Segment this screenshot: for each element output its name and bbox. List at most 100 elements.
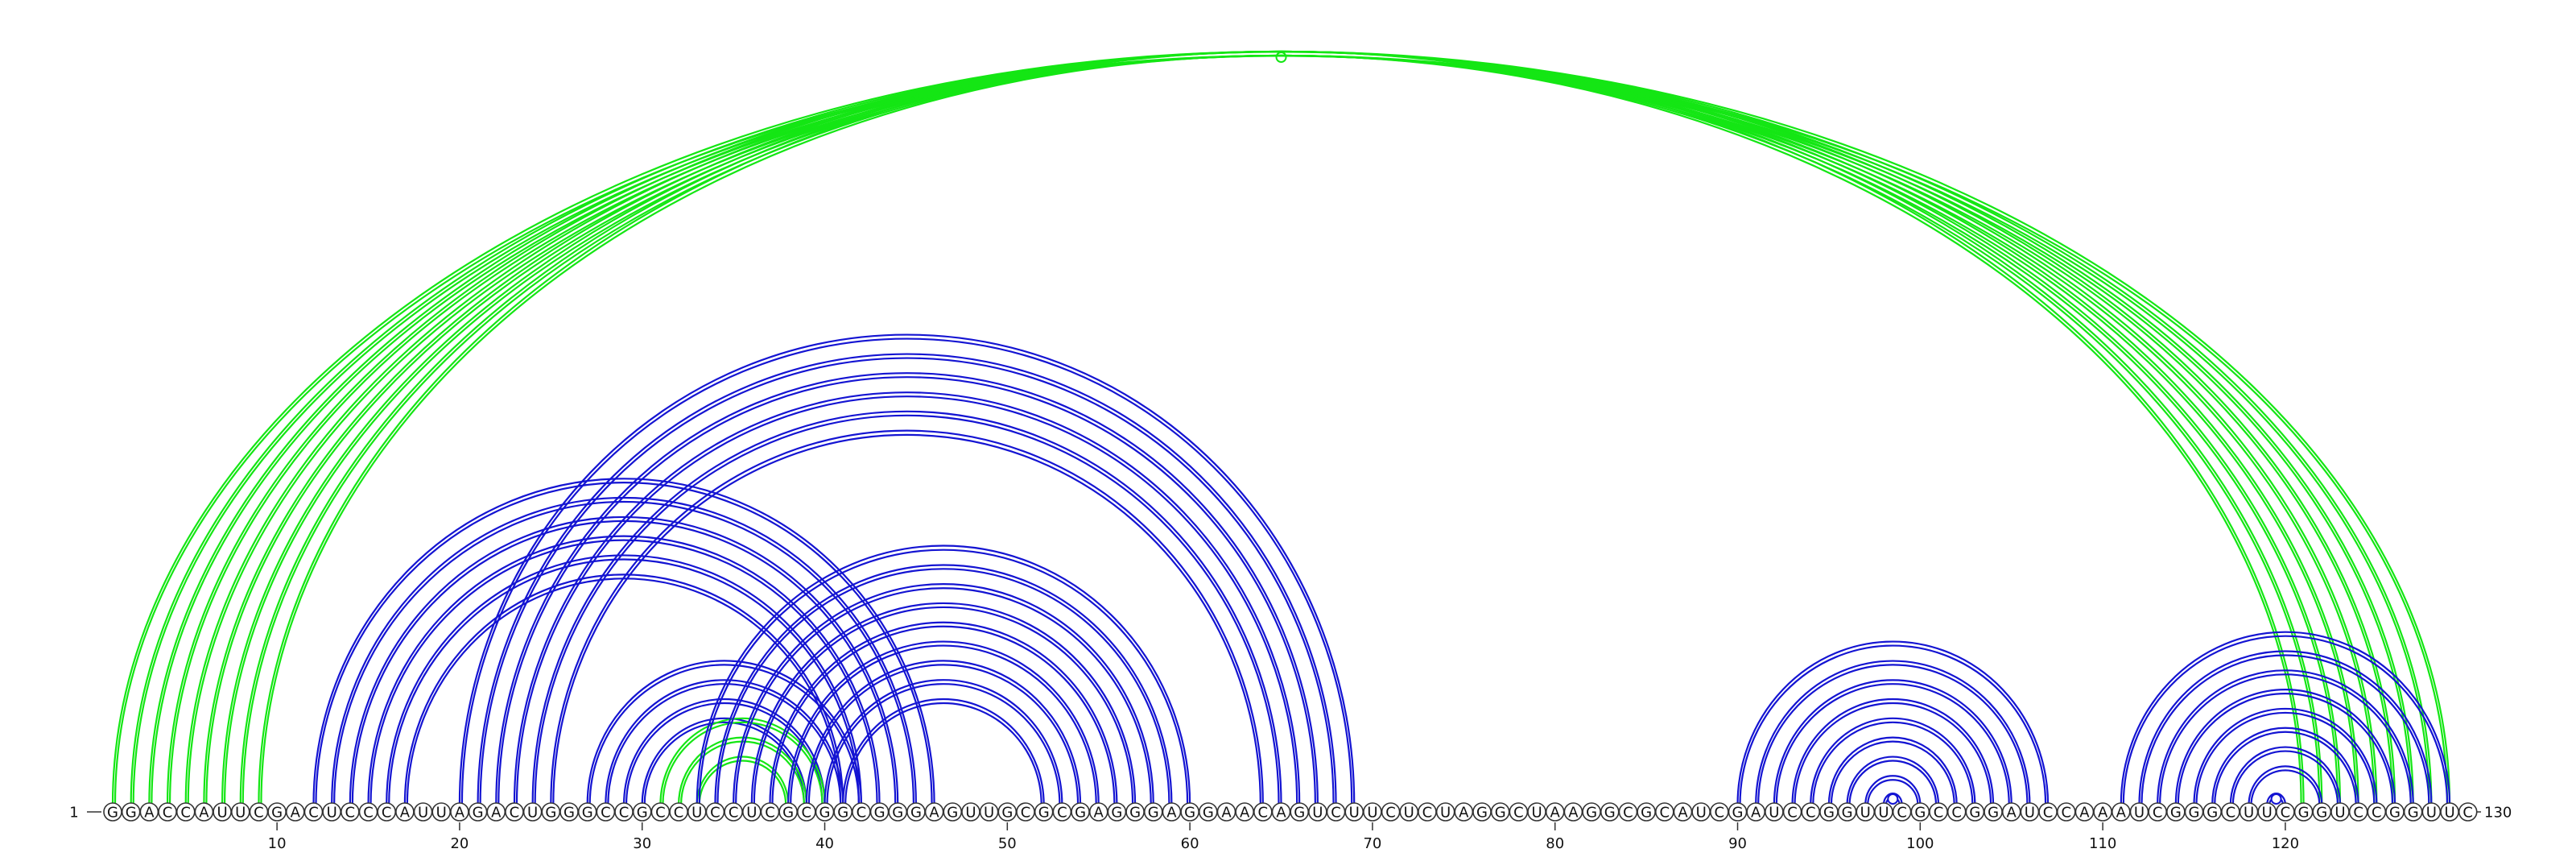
nucleotide-letter: A [144, 805, 155, 822]
nucleotide-125: C [2367, 802, 2387, 822]
nucleotide-letter: G [1604, 805, 1616, 822]
arc-116-124 [2211, 727, 2359, 805]
nucleotide-31: C [650, 802, 671, 822]
nucleotide-1: G [103, 802, 122, 822]
arc-40-53 [824, 679, 1063, 805]
nucleotide-122: G [2312, 802, 2332, 822]
nucleotide-57: G [1125, 802, 1145, 822]
nucleotide-letter: G [126, 805, 137, 822]
nucleotide-letter: A [1094, 805, 1104, 822]
nucleotide-letter: C [765, 805, 775, 822]
ticks-layer: 10 20 30 40 50 60 70 80 90 100 110 120 [268, 822, 2299, 852]
tick-label-60: 60 [1181, 835, 1199, 852]
nucleotide-letter: U [2426, 805, 2437, 822]
nucleotide-letter: A [1568, 805, 1579, 822]
tick-label-10: 10 [268, 835, 287, 852]
nucleotide-68: C [1326, 802, 1346, 822]
nucleotide-103: G [1965, 802, 1985, 822]
nucleotide-39: C [797, 802, 816, 822]
arc-96-101 [1846, 756, 1940, 805]
nucleotide-letter: G [1823, 805, 1835, 822]
nucleotide-6: A [194, 802, 214, 822]
nucleotide-letter: U [1878, 805, 1889, 822]
nucleotide-letter: G [637, 805, 648, 822]
tick-label-100: 100 [1906, 835, 1934, 852]
arc-34-59 [714, 564, 1173, 805]
nucleotide-letter: U [2262, 805, 2273, 822]
nucleotide-100: G [1910, 802, 1930, 822]
arc-inner-90-107 [1739, 644, 2047, 805]
nucleotide-60: G [1180, 802, 1199, 822]
nucleotide-letter: U [1367, 805, 1377, 822]
nucleotide-letter: A [1166, 805, 1177, 822]
nucleotide-59: A [1162, 802, 1182, 822]
arc-inner-36-57 [753, 606, 1134, 805]
arc-35-58 [733, 583, 1154, 805]
nucleotide-121: G [2293, 802, 2314, 822]
tick-label-80: 80 [1546, 835, 1564, 852]
nucleotide-letter: C [857, 805, 867, 822]
arc-9-121 [258, 50, 2305, 805]
arc-41-52 [842, 698, 1045, 805]
nucleotide-letter: G [910, 805, 922, 822]
arc-inner-38-55 [790, 644, 1097, 805]
nucleotide-106: U [2020, 802, 2040, 822]
tick-label-70: 70 [1363, 835, 1381, 852]
apex-marker-1-129 [1275, 52, 1287, 63]
nucleotide-letter: C [308, 805, 319, 822]
arc-16-42 [386, 554, 862, 805]
arc-inner-37-56 [771, 625, 1116, 805]
nucleotide-74: U [1435, 802, 1455, 822]
nucleotide-letter: U [1440, 805, 1451, 822]
nucleotide-letter: G [2316, 805, 2327, 822]
nucleotide-78: C [1509, 802, 1529, 822]
nucleotide-letter: U [327, 805, 337, 822]
nucleotide-letter: G [2189, 805, 2200, 822]
arc-inner-24-65 [534, 414, 1280, 805]
nucleotide-28: C [596, 802, 616, 822]
nucleotide-107: C [2038, 802, 2058, 822]
nucleotide-7: U [213, 802, 232, 822]
arc-inner-41-52 [844, 702, 1042, 805]
nucleotide-130: C [2458, 802, 2478, 822]
arc-inner-40-53 [826, 683, 1061, 805]
arc-30-39 [641, 717, 807, 805]
arc-inner-117-123 [2231, 750, 2339, 805]
arc-inner-95-102 [1830, 740, 1955, 805]
nucleotide-letter: C [2153, 805, 2163, 822]
nucleotide-4: C [158, 802, 177, 822]
nucleotide-letter: U [691, 805, 702, 822]
apex-marker-119-120 [2270, 793, 2282, 805]
arc-inner-9-121 [260, 54, 2302, 805]
nucleotide-letter: U [1404, 805, 1414, 822]
nucleotide-120: C [2276, 802, 2295, 822]
nucleotide-letter: A [400, 805, 411, 822]
arc-inner-113-127 [2159, 673, 2412, 805]
arc-91-106 [1755, 660, 2031, 805]
nucleotide-47: G [943, 802, 963, 822]
nucleotide-93: C [1782, 802, 1802, 822]
arc-inner-12-46 [315, 482, 933, 805]
nucleotide-letter: G [1111, 805, 1122, 822]
nucleotide-letter: U [436, 805, 447, 822]
nucleotide-48: U [961, 802, 980, 822]
nucleotide-letter: G [564, 805, 575, 822]
nucleotide-letter: G [1184, 805, 1195, 822]
nucleotide-letter: U [965, 805, 976, 822]
nucleotide-letter: G [1294, 805, 1305, 822]
nucleotide-letter: C [729, 805, 739, 822]
nucleotide-76: G [1472, 802, 1492, 822]
nucleotide-letter: A [1276, 805, 1286, 822]
nucleotide-94: C [1801, 802, 1821, 822]
nucleotide-112: U [2129, 802, 2149, 822]
nucleotide-letter: C [254, 805, 264, 822]
nucleotide-102: C [1946, 802, 1967, 822]
nucleotide-letter: G [582, 805, 593, 822]
nucleotide-letter: U [746, 805, 757, 822]
nucleotide-53: C [1052, 802, 1072, 822]
nucleotide-5: C [175, 802, 196, 822]
nucleotide-letter: A [291, 805, 301, 822]
nucleotide-127: G [2403, 802, 2423, 822]
nucleotide-119: U [2257, 802, 2277, 822]
